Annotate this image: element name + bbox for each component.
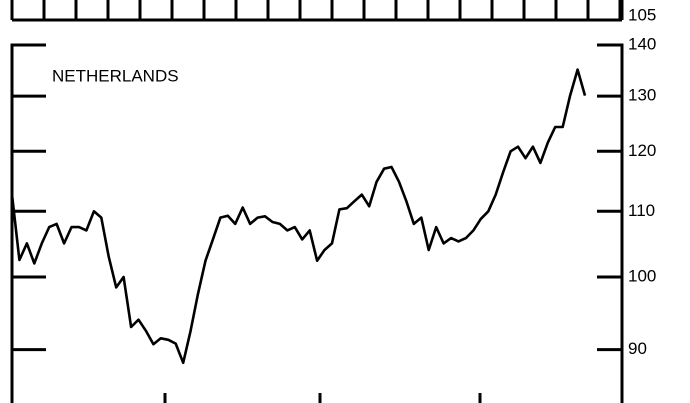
- x-ticks: [163, 393, 482, 403]
- upper-panel-frame: [10, 0, 624, 22]
- upper-y-tick-label: 105: [628, 5, 656, 24]
- y-tick-label: 140: [628, 34, 656, 53]
- upper-x-ticks: [42, 0, 622, 20]
- y-tick-label: 120: [628, 141, 656, 160]
- y-tick-label: 110: [628, 201, 655, 220]
- y-tick-label: 90: [628, 339, 647, 358]
- chart-title: NETHERLANDS: [52, 66, 179, 85]
- line-series: [10, 68, 587, 365]
- y-tick-label: 130: [628, 86, 656, 105]
- y-tick-label: 100: [628, 266, 656, 285]
